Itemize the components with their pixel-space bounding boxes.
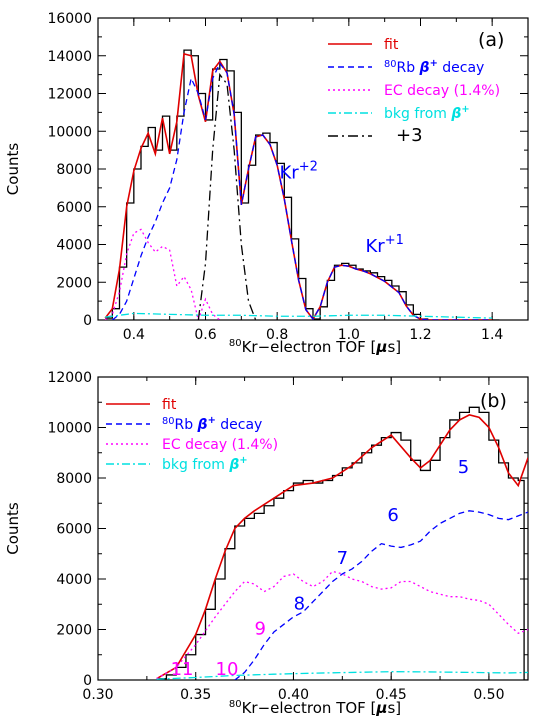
y-tick-label: 10000	[47, 421, 92, 437]
series-kr3	[197, 72, 257, 320]
x-tick-label: 1.4	[481, 327, 503, 343]
x-tick-label: 0.4	[123, 327, 145, 343]
y-tick-label: 6000	[56, 522, 92, 538]
x-tick-label: 0.35	[180, 687, 211, 703]
annotation-label: 10	[216, 659, 239, 680]
legend-entry-text: bkg from β+	[162, 455, 248, 473]
x-tick-label: 0.8	[266, 327, 288, 343]
x-axis-label: 80Kr−electron TOF [μs]	[229, 338, 401, 356]
y-axis-label: Counts	[4, 143, 22, 196]
panel-a: 0 2000 4000 6000 8000 10000 12000 14000 16000 0.4…	[4, 11, 529, 356]
panel-b: 0 2000 4000 6000 8000 10000 12000 0.30 0.35 0.40 0…	[4, 370, 529, 717]
legend-entry-text: bkg from β+	[384, 104, 470, 122]
annotation-label: 6	[387, 505, 398, 526]
series-bkg	[156, 671, 528, 680]
y-tick-label: 0	[83, 313, 92, 329]
legend-entry-text: 80Rb β+ decay	[384, 58, 484, 76]
annotation-label: 9	[255, 619, 266, 640]
y-tick-label: 14000	[47, 49, 92, 65]
y-tick-label: 8000	[56, 162, 92, 178]
x-tick-label: 0.50	[473, 687, 504, 703]
series-bkg	[105, 312, 493, 319]
legend-entry-text: EC decay (1.4%)	[162, 437, 278, 453]
y-tick-label: 2000	[56, 275, 92, 291]
series-beta	[111, 62, 493, 320]
annotation-label: 11	[171, 659, 194, 680]
x-tick-label: 1.0	[338, 327, 360, 343]
y-tick-label: 10000	[47, 124, 92, 140]
y-axis-label: Counts	[4, 502, 22, 555]
annotation-label: Kr+1	[365, 233, 403, 257]
annotation-label: 5	[458, 457, 469, 478]
x-tick-label: 0.40	[278, 687, 309, 703]
y-tick-label: 8000	[56, 471, 92, 487]
y-tick-label: 6000	[56, 200, 92, 216]
legend-entry-text: fit	[384, 37, 399, 53]
y-tick-label: 12000	[47, 87, 92, 103]
series-beta	[234, 510, 528, 680]
annotation-label: Kr+2	[279, 159, 317, 183]
legend-entry-text: +3	[396, 125, 423, 146]
x-axis-label: 80Kr−electron TOF [μs]	[229, 699, 401, 717]
y-tick-label: 16000	[47, 11, 92, 27]
x-tick-label: 0.6	[194, 327, 216, 343]
y-tick-label: 0	[83, 673, 92, 689]
y-tick-label: 4000	[56, 238, 92, 254]
panel-label: (b)	[480, 390, 507, 412]
panel-label: (a)	[478, 29, 504, 51]
legend-entry-text: EC decay (1.4%)	[384, 83, 500, 99]
legend-entry-text: 80Rb β+ decay	[162, 415, 262, 433]
annotation-label: 7	[337, 548, 348, 569]
y-tick-label: 2000	[56, 623, 92, 639]
y-tick-label: 12000	[47, 370, 92, 386]
x-tick-label: 0.45	[376, 687, 407, 703]
legend-entry-text: fit	[162, 397, 177, 413]
annotation-label: 8	[294, 593, 305, 614]
x-tick-label: 1.2	[409, 327, 431, 343]
series-fit	[156, 414, 528, 680]
x-tick-label: 0.30	[82, 687, 113, 703]
y-tick-label: 4000	[56, 572, 92, 588]
